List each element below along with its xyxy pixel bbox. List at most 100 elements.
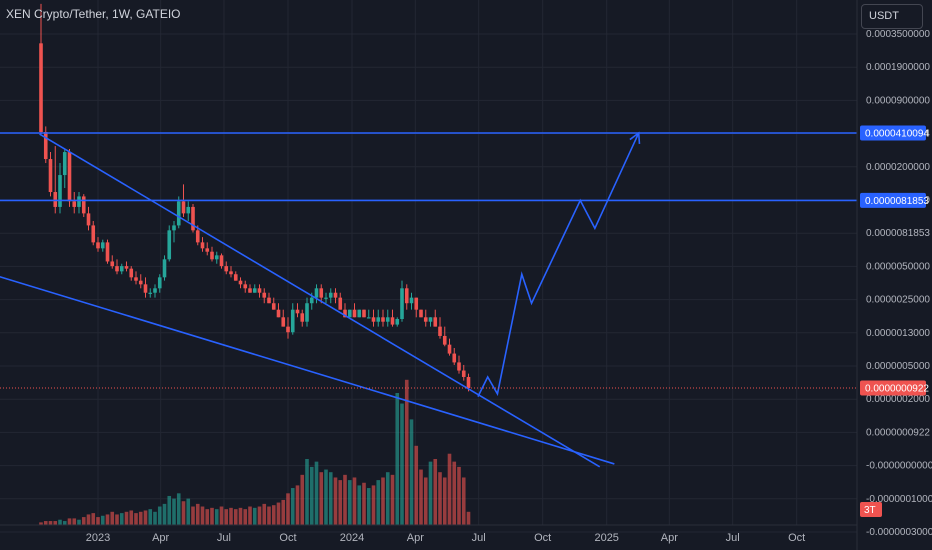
candle (119, 263, 124, 275)
candle (457, 355, 461, 374)
candle-body (343, 309, 347, 318)
volume-bar (115, 514, 119, 525)
volume-bar (81, 517, 86, 525)
candle-body (357, 309, 362, 318)
volume-bar (257, 506, 262, 525)
candle (100, 239, 105, 252)
volume-bar (214, 509, 219, 525)
volume-bar (162, 503, 167, 525)
candle-body (81, 196, 86, 214)
volume-bar (366, 488, 371, 525)
candle (262, 288, 267, 304)
volume-bar (362, 482, 366, 525)
volume-bar (153, 511, 157, 525)
y-tick-label: 0.0000013000 (866, 328, 930, 339)
candle-body (314, 288, 319, 298)
candle-body (124, 266, 129, 269)
candle-body (290, 309, 295, 333)
candle-body (390, 317, 395, 325)
projection-path[interactable] (477, 132, 640, 397)
candle (286, 317, 290, 339)
candle (91, 221, 96, 246)
x-tick-label: Jul (217, 532, 231, 544)
volume-bar (371, 485, 376, 525)
volume-bar (248, 506, 252, 525)
candle-body (96, 242, 100, 249)
y-tick-label: 0.0000900000 (866, 95, 930, 106)
candle-body (362, 309, 366, 318)
volume-bar (119, 513, 124, 525)
candle (371, 309, 376, 327)
volume-bar (72, 518, 77, 525)
candle (366, 309, 371, 319)
volume-bar (442, 477, 447, 525)
volume-bar (172, 498, 176, 525)
volume-bar (338, 480, 343, 525)
volume-bar (457, 466, 461, 525)
candle-body (262, 292, 267, 298)
currency-button[interactable]: USDT (861, 4, 923, 29)
candle-body (366, 317, 371, 319)
candle (157, 274, 162, 293)
time-axis[interactable]: 2023 Apr Jul Oct 2024 Apr Jul Oct 2025 Apr Jul Oct (0, 524, 857, 544)
candle-body (91, 225, 96, 243)
candle (81, 194, 86, 218)
lower-trendline[interactable] (0, 274, 615, 465)
y-tick-label: 0.0000081853 (866, 228, 930, 239)
candle (167, 225, 172, 262)
candle (53, 146, 58, 214)
candle-body (419, 309, 423, 318)
projection-arrowhead (629, 131, 641, 145)
candle-body (148, 292, 153, 294)
volume-bar (309, 466, 314, 525)
x-tick-label: Oct (279, 532, 296, 544)
volume-bar (43, 521, 48, 525)
candle-body (385, 317, 390, 322)
volume-bar (77, 519, 81, 525)
candle (438, 317, 442, 339)
candle (276, 303, 281, 318)
candle-body (414, 297, 419, 310)
candle-body (305, 303, 309, 322)
trendline-drawings (0, 131, 857, 468)
price-tag-bg (860, 125, 926, 141)
candle (267, 292, 271, 304)
volume-bar (181, 501, 186, 525)
volume-bar (105, 514, 110, 525)
candle (400, 280, 404, 322)
upper-trendline[interactable] (39, 133, 601, 468)
candle-body (457, 362, 461, 371)
volume-bar (381, 477, 385, 525)
candle (324, 292, 328, 304)
candle (143, 277, 148, 298)
candle-body (447, 344, 452, 354)
volume-bar (243, 509, 248, 525)
candle-body (200, 242, 205, 249)
candle-body (181, 201, 186, 214)
candle-body (248, 288, 252, 293)
candle (419, 309, 423, 318)
price-axis[interactable]: 0.0003500000 0.0001900000 0.0000900000 0.00… (856, 0, 932, 550)
candle-body (338, 297, 343, 310)
volume-bar (271, 505, 276, 525)
candle-body (433, 317, 438, 327)
volume-bar (414, 445, 419, 525)
candle (248, 284, 252, 293)
volume-bar (252, 507, 257, 525)
candle (314, 284, 319, 304)
candle (428, 317, 433, 327)
price-tag: 0.0000410094 (860, 125, 929, 141)
candle-body (300, 313, 305, 322)
candle (214, 251, 219, 264)
volume-bar (262, 503, 267, 525)
candle-body (409, 297, 414, 304)
volume-bar (452, 461, 457, 525)
candle (452, 347, 457, 365)
volume-bar (200, 506, 205, 525)
candle-body (442, 335, 447, 345)
x-tick-label: Oct (534, 532, 551, 544)
volume-bar (376, 480, 381, 525)
candle-body (324, 297, 328, 299)
candle (229, 266, 233, 278)
